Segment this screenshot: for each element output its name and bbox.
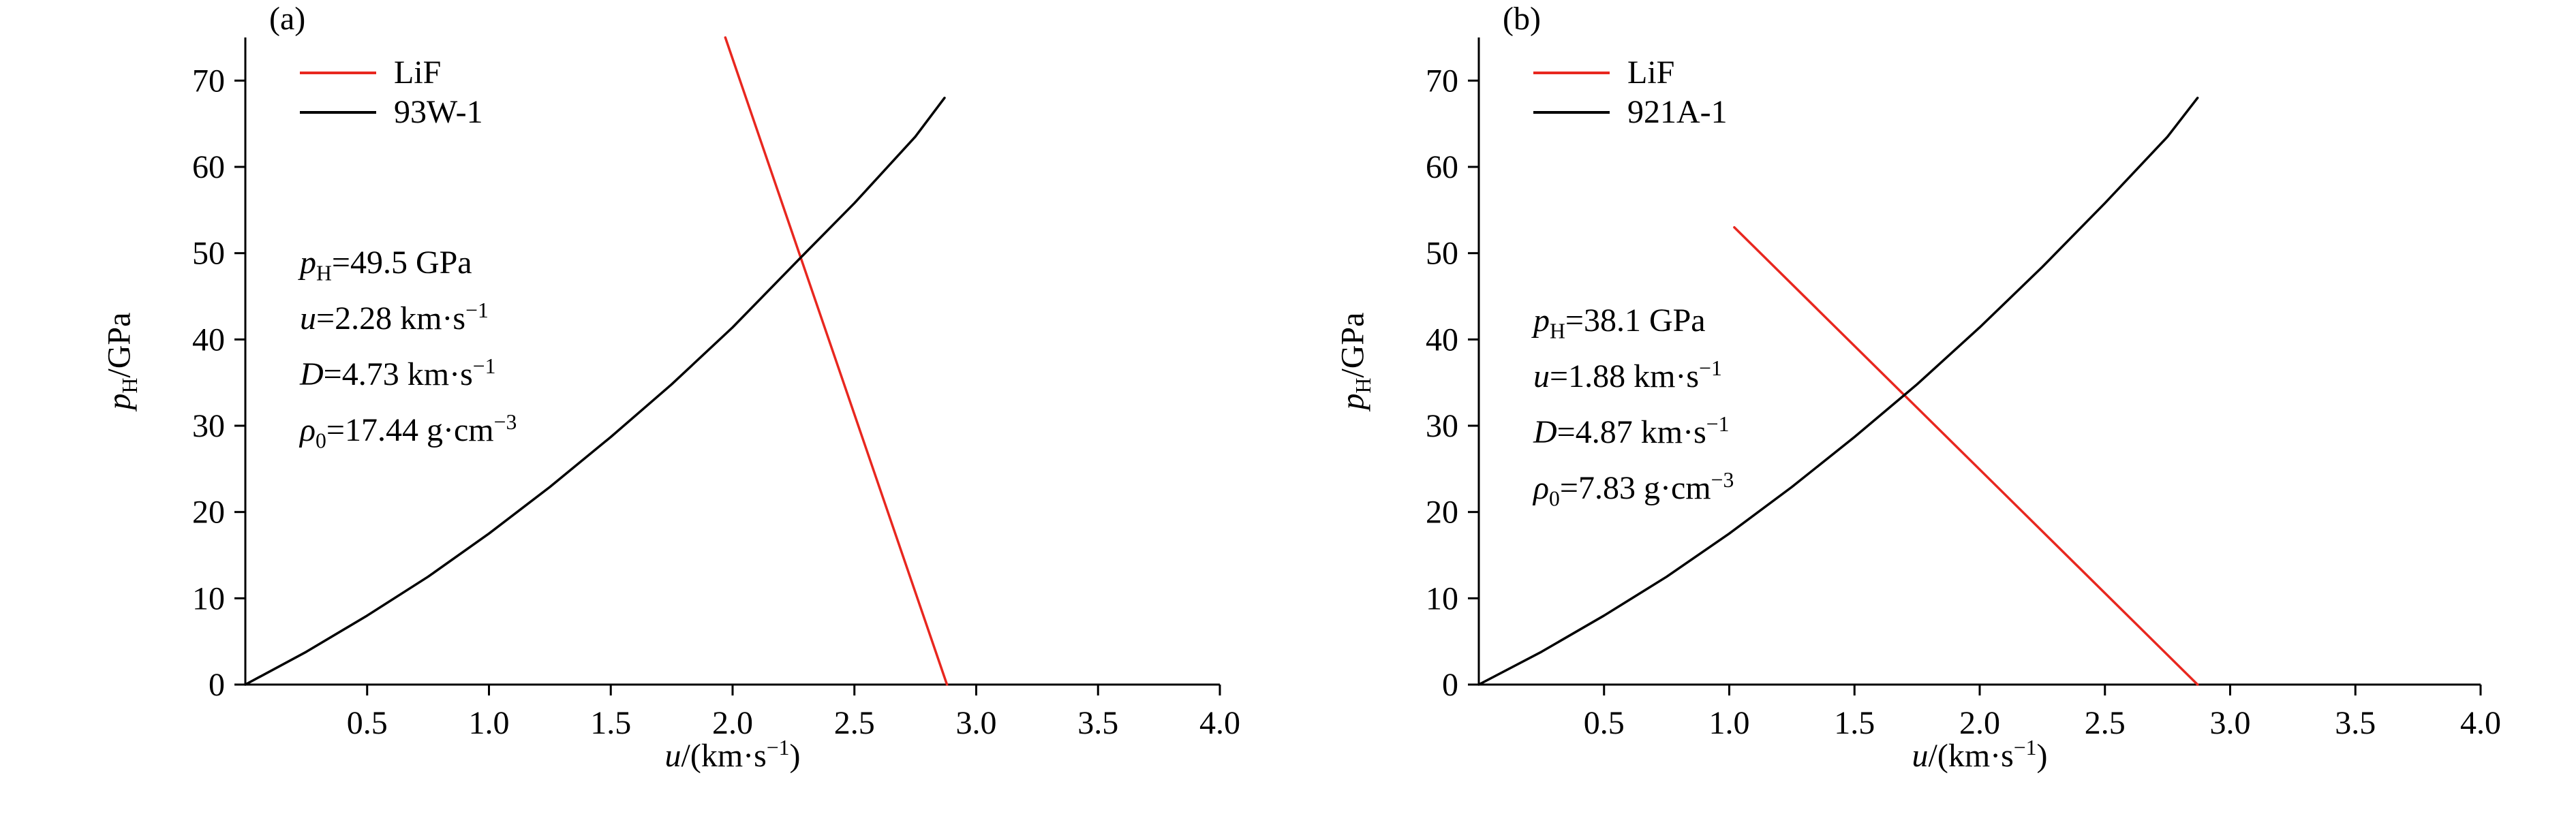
x-tick-label: 0.5 <box>347 705 388 741</box>
annotation-block: pH=49.5 GPa u=2.28 km·s−1 D=4.73 km·s−1 ρ0=… <box>300 235 517 458</box>
legend: LiF 93W-1 <box>300 53 483 132</box>
annotation-line: D=4.87 km·s−1 <box>1533 412 1730 450</box>
legend-row: LiF <box>1533 53 1728 93</box>
legend-line-swatch <box>300 72 376 74</box>
panel-b-label: (b) <box>1503 1 1541 37</box>
annotation-line: ρ0=17.44 g·cm−3 <box>300 410 517 453</box>
x-tick-label: 1.0 <box>1709 705 1750 741</box>
y-tick-label: 10 <box>1426 580 1458 616</box>
legend-line-swatch <box>1533 72 1610 74</box>
x-tick-label: 3.5 <box>2335 705 2376 741</box>
x-tick-label: 1.5 <box>590 705 631 741</box>
legend-row: 93W-1 <box>300 93 483 132</box>
annotation-block: pH=38.1 GPa u=1.88 km·s−1 D=4.87 km·s−1 ρ0=… <box>1533 293 1734 516</box>
annotation-line: u=1.88 km·s−1 <box>1533 356 1722 394</box>
legend-label: LiF <box>1627 54 1675 91</box>
y-tick-label: 50 <box>192 236 225 272</box>
y-axis-label: pH/GPa <box>101 312 142 410</box>
series-93w-1 <box>244 96 946 686</box>
x-tick-label: 2.5 <box>834 705 875 741</box>
legend-label: 921A-1 <box>1627 94 1728 130</box>
x-tick-label: 3.0 <box>956 705 997 741</box>
x-tick-label: 4.0 <box>2460 705 2501 741</box>
y-tick-label: 40 <box>1426 322 1458 358</box>
y-tick-label: 20 <box>1426 495 1458 531</box>
y-tick-label: 10 <box>192 580 225 616</box>
x-tick-label: 2.5 <box>2085 705 2126 741</box>
y-tick-label: 0 <box>209 667 225 703</box>
y-tick-label: 70 <box>192 63 225 99</box>
y-tick-label: 30 <box>192 408 225 444</box>
annotation-line: ρ0=7.83 g·cm−3 <box>1533 468 1734 511</box>
series-lif <box>1733 225 2199 686</box>
x-tick-label: 0.5 <box>1584 705 1625 741</box>
x-axis-label: u/(km·s−1) <box>1912 736 2048 774</box>
x-tick-label: 3.5 <box>1077 705 1118 741</box>
y-tick-label: 60 <box>1426 149 1458 185</box>
annotation-line: D=4.73 km·s−1 <box>300 354 496 392</box>
legend-label: 93W-1 <box>394 94 483 130</box>
x-tick-label: 2.0 <box>1959 705 2000 741</box>
series-lif <box>724 36 949 686</box>
y-tick-label: 40 <box>192 322 225 358</box>
legend-line-swatch <box>1533 111 1610 114</box>
x-axis-label: u/(km·s−1) <box>664 736 801 774</box>
panel-a-label: (a) <box>269 1 306 37</box>
legend-row: LiF <box>300 53 483 93</box>
y-tick-label: 0 <box>1442 667 1458 703</box>
y-axis-label: pH/GPa <box>1334 312 1376 410</box>
y-tick-label: 60 <box>192 149 225 185</box>
legend-line-swatch <box>300 111 376 114</box>
panel-a: (a) 0.5 1.0 1.5 2.0 2.5 3.0 3.5 4.0 0 10 20 30 40 50 6… <box>101 1 1241 774</box>
x-tick-label: 2.0 <box>712 705 753 741</box>
y-tick-label: 30 <box>1426 408 1458 444</box>
y-tick-label: 50 <box>1426 236 1458 272</box>
chart-canvas: 0.5 1.0 1.5 2.0 2.5 3.0 3.5 4.0 0 10 20 30 40 50 60 70 <box>1426 37 2501 741</box>
chart-canvas: 0.5 1.0 1.5 2.0 2.5 3.0 3.5 4.0 0 10 20 30 40 50 60 70 <box>192 36 1240 741</box>
x-tick-label: 1.0 <box>469 705 510 741</box>
x-tick-label: 1.5 <box>1834 705 1875 741</box>
x-tick-label: 3.0 <box>2210 705 2251 741</box>
annotation-line: pH=38.1 GPa <box>1533 302 1706 343</box>
panel-b: (b) 0.5 1.0 1.5 2.0 2.5 3.0 3.5 4.0 0 10 20 30 40 50 6… <box>1288 0 2576 814</box>
legend-label: LiF <box>394 54 442 91</box>
legend: LiF 921A-1 <box>1533 53 1728 132</box>
y-tick-label: 70 <box>1426 63 1458 99</box>
series-921a-1 <box>1477 96 2199 686</box>
y-tick-label: 20 <box>192 495 225 531</box>
annotation-line: pH=49.5 GPa <box>300 245 472 285</box>
legend-row: 921A-1 <box>1533 93 1728 132</box>
annotation-line: u=2.28 km·s−1 <box>300 298 489 336</box>
x-tick-label: 4.0 <box>1199 705 1240 741</box>
